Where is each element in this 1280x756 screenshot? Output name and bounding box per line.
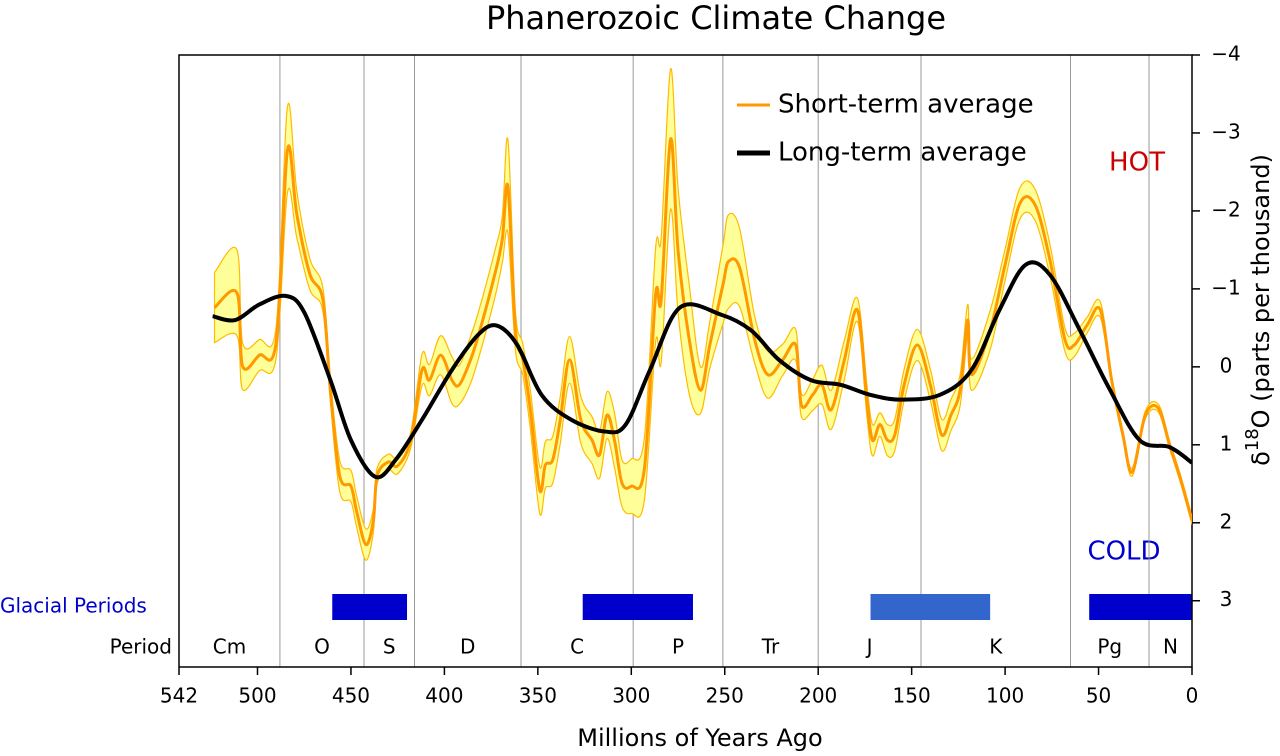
x-tick-label: 100 xyxy=(986,684,1024,708)
x-tick-label: 0 xyxy=(1186,684,1199,708)
y-tick-label: 2 xyxy=(1220,509,1233,533)
y-tick-label: 1 xyxy=(1220,431,1233,455)
y-tick-label: 0 xyxy=(1220,353,1233,377)
period-name: J xyxy=(865,635,873,659)
chart-title: Phanerozoic Climate Change xyxy=(486,0,946,37)
x-tick-label: 350 xyxy=(519,684,557,708)
y-axis-text: O (parts per thousand) xyxy=(1247,154,1275,428)
glacial-bar xyxy=(582,594,693,620)
x-tick-label: 542 xyxy=(160,684,198,708)
glacial-label: Glacial Periods xyxy=(0,594,147,618)
hot-label: HOT xyxy=(1109,148,1165,178)
y-tick-label: −1 xyxy=(1211,275,1240,299)
series-line xyxy=(213,137,1192,547)
glacial-bar xyxy=(870,594,991,620)
period-label: Period xyxy=(110,635,172,659)
x-tick-label: 150 xyxy=(893,684,931,708)
plot-data xyxy=(212,68,1192,561)
y-tick-label: −2 xyxy=(1211,197,1240,221)
x-tick-label: 400 xyxy=(425,684,463,708)
y-axis-superscript: 18 xyxy=(1242,428,1263,451)
x-tick-label: 450 xyxy=(332,684,370,708)
glacial-bar xyxy=(1089,594,1192,620)
period-name: O xyxy=(314,635,330,659)
legend-label: Long-term average xyxy=(778,138,1027,168)
x-tick-label: 300 xyxy=(612,684,650,708)
series-line xyxy=(212,260,1192,480)
period-name: N xyxy=(1163,635,1178,659)
y-tick-label: −4 xyxy=(1211,42,1240,66)
period-name: D xyxy=(460,635,475,659)
period-name: P xyxy=(672,635,684,659)
x-tick-label: 250 xyxy=(706,684,744,708)
period-name: S xyxy=(383,635,396,659)
y-axis-title: δ18O (parts per thousand) xyxy=(1242,154,1275,466)
glacial-bar xyxy=(332,594,408,620)
range-band xyxy=(213,68,1192,561)
x-tick-label: 500 xyxy=(238,684,276,708)
x-axis-title: Millions of Years Ago xyxy=(577,724,822,752)
y-tick-label: 3 xyxy=(1220,587,1233,611)
y-tick-label: −3 xyxy=(1211,119,1240,143)
y-axis-symbol: δ xyxy=(1247,451,1275,466)
legend-label: Short-term average xyxy=(778,90,1034,120)
period-name: K xyxy=(989,635,1003,659)
period-name: Cm xyxy=(213,635,246,659)
cold-label: COLD xyxy=(1087,537,1160,567)
period-name: Pg xyxy=(1097,635,1122,659)
period-name: C xyxy=(570,635,584,659)
x-tick-label: 50 xyxy=(1086,684,1111,708)
x-tick-label: 200 xyxy=(799,684,837,708)
period-name: Tr xyxy=(761,635,780,659)
